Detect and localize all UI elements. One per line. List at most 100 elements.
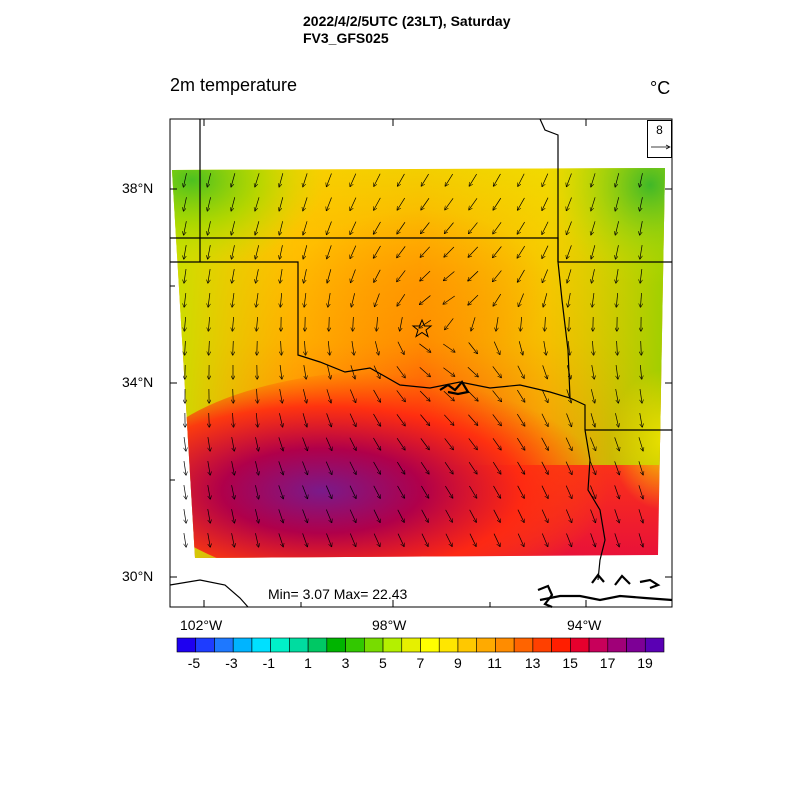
wind-vector (467, 390, 478, 401)
wind-vector (493, 509, 500, 522)
wind-vector (541, 509, 548, 523)
wind-vector (493, 533, 500, 547)
wind-vector (255, 509, 258, 523)
wind-vector (616, 292, 617, 307)
wind-vector (304, 293, 306, 307)
wind-vector (517, 533, 524, 547)
wind-vector (639, 413, 642, 427)
wind-vector (327, 269, 332, 283)
wind-vector (492, 366, 501, 377)
wind-vector (444, 271, 455, 280)
wind-vector (566, 533, 571, 546)
wind-vector (517, 245, 526, 258)
wind-vector (542, 197, 549, 211)
wind-vector (444, 414, 453, 425)
wind-vector (255, 245, 260, 259)
wind-vector (592, 293, 594, 307)
wind-vector (444, 246, 455, 257)
wind-vector (591, 365, 594, 379)
wind-vector (397, 197, 406, 210)
wind-vector (640, 364, 641, 379)
wind-vector (184, 509, 186, 523)
wind-vector (255, 485, 258, 499)
wind-vector (280, 245, 283, 259)
wind-vector (468, 438, 477, 449)
wind-vector (638, 461, 643, 474)
wind-vector (231, 197, 236, 211)
wind-vector (640, 197, 643, 211)
wind-vector (351, 269, 356, 282)
wind-vector (541, 533, 547, 547)
wind-vector (207, 509, 210, 523)
wind-vector (468, 270, 479, 281)
wind-vector (615, 413, 618, 427)
wind-vector (542, 245, 549, 259)
wind-vector (326, 389, 331, 402)
wind-vector (302, 437, 308, 450)
wind-vector (326, 533, 331, 546)
wind-vector (638, 533, 643, 546)
wind-vector (421, 509, 429, 522)
wind-vector (615, 173, 620, 187)
wind-vector (400, 317, 403, 331)
wind-vector (468, 246, 479, 257)
wind-vector (445, 198, 454, 209)
wind-vector (325, 437, 332, 451)
colorbar-tick-label: 17 (599, 655, 616, 671)
wind-vector (517, 461, 524, 474)
wind-vector (231, 437, 235, 451)
wind-vector (374, 197, 381, 210)
wind-vector (614, 509, 620, 522)
wind-vector (207, 461, 210, 475)
wind-vector (543, 341, 546, 355)
wind-vector (232, 293, 234, 307)
colorbar-swatch (214, 637, 234, 653)
colorbar-swatch (457, 637, 477, 653)
colorbar-swatch (420, 637, 440, 653)
wind-vector (278, 509, 283, 522)
wind-vector (184, 485, 186, 499)
colorbar-swatch (345, 637, 365, 653)
wind-vector (231, 221, 236, 235)
colorbar-swatch (326, 637, 346, 653)
wind-vector (231, 485, 235, 499)
wind-vector (469, 198, 478, 209)
wind-vector (468, 461, 477, 474)
wind-vector (421, 533, 428, 547)
wind-vector (541, 461, 548, 474)
wind-vector (373, 365, 380, 379)
lon-label-94w: 94°W (567, 617, 602, 633)
wind-vector (640, 269, 642, 283)
wind-vector (209, 412, 210, 427)
wind-vector (184, 533, 186, 547)
wind-vector (233, 412, 234, 427)
wind-vector (640, 221, 643, 235)
colorbar-swatch (382, 637, 403, 653)
wind-vector (279, 389, 283, 403)
wind-vector (231, 173, 236, 186)
wind-vector (592, 340, 593, 355)
wind-vector (349, 437, 356, 450)
colorbar-swatch (438, 637, 459, 653)
wind-vector (184, 293, 186, 307)
wind-vector (419, 367, 430, 376)
wind-vector (278, 461, 283, 474)
lat-label-30n: 30°N (122, 568, 154, 584)
wind-vector (396, 414, 405, 425)
wind-vector (614, 533, 619, 546)
colorbar-tick-label: 13 (524, 655, 541, 671)
wind-vector (469, 509, 477, 522)
wind-vector (421, 198, 430, 210)
colorbar-swatch (232, 637, 253, 653)
colorbar-swatch (495, 637, 515, 653)
wind-vector (614, 461, 620, 474)
wind-vector (492, 414, 502, 425)
wind-vector (231, 533, 235, 547)
wind-vector (590, 437, 595, 451)
map-title-model: FV3_GFS025 (303, 30, 389, 46)
wind-vector (420, 438, 429, 449)
wind-vector (638, 509, 643, 522)
wind-vector (208, 293, 210, 307)
wind-vector (493, 246, 502, 258)
wind-vector (328, 293, 331, 307)
